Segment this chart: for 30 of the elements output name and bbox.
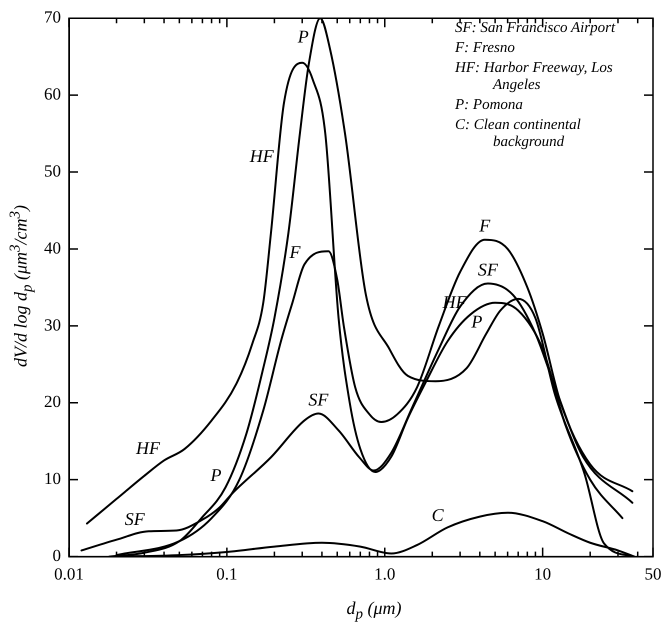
y-tick-label: 10 (44, 469, 61, 488)
annotation: HF (248, 146, 275, 166)
annotation: P (209, 465, 222, 486)
annotation: P (296, 26, 309, 47)
annotation: SF: San Francisco Airport (455, 20, 616, 37)
y-tick-label: 50 (44, 161, 61, 180)
y-tick-label: 0 (52, 546, 61, 566)
annotation: C (432, 505, 445, 526)
annotation: SF (124, 508, 146, 529)
annotation: F (478, 215, 492, 236)
annotation: HF: Harbor Freeway, Los Angeles (455, 60, 614, 94)
annotation: F: Fresno (455, 40, 516, 57)
y-tick-label: 30 (44, 315, 61, 334)
y-tick-label: 60 (44, 84, 61, 104)
annotation: HF (135, 438, 162, 458)
x-tick-label: 50 (644, 564, 662, 584)
y-tick-label: 20 (44, 392, 61, 412)
annotation: F (288, 242, 302, 262)
x-tick-label: 0.1 (216, 564, 238, 584)
annotation: P (470, 311, 482, 332)
y-tick-label: 40 (44, 238, 61, 258)
annotation: SF (308, 389, 330, 410)
x-tick-label: 0.01 (54, 564, 84, 584)
annotation: SF (478, 259, 499, 280)
x-tick-label: 1.0 (374, 564, 396, 584)
y-tick-label: 70 (44, 8, 61, 27)
annotation: C: Clean continental background (455, 117, 582, 151)
x-axis-title: d$_{p}$ (μm) (346, 598, 402, 623)
annotation: P: Pomona (455, 97, 524, 114)
x-tick-label: 10 (534, 564, 552, 584)
